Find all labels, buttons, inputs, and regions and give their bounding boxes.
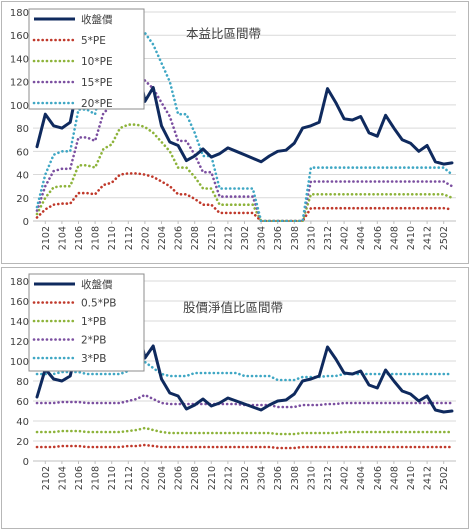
- x-tick-label-pb-2102: 2102: [41, 466, 52, 490]
- x-tick-label-pe-2302: 2302: [240, 226, 251, 250]
- x-tick-label-pb-2502: 2502: [439, 466, 450, 490]
- x-tick-label-pe-2208: 2208: [190, 226, 201, 250]
- x-tick-label-pe-2502: 2502: [439, 226, 450, 250]
- x-tick-label-pb-2306: 2306: [273, 466, 284, 490]
- y-tick-label-pe-80: 80: [16, 124, 29, 135]
- y-tick-label-pb-60: 60: [16, 397, 29, 408]
- legend-label-pe-0: 收盤價: [81, 13, 113, 26]
- x-tick-label-pe-2204: 2204: [157, 226, 168, 250]
- x-tick-label-pe-2108: 2108: [91, 226, 102, 250]
- y-tick-label-pe-180: 180: [10, 8, 29, 19]
- y-tick-label-pe-40: 40: [16, 171, 29, 182]
- x-tick-label-pe-2102: 2102: [41, 226, 52, 250]
- legend-label-pe-2: 10*PE: [81, 56, 113, 68]
- x-tick-label-pb-2410: 2410: [406, 466, 417, 490]
- series-line-pb-2: [35, 426, 454, 436]
- y-tick-label-pb-100: 100: [10, 357, 29, 368]
- x-tick-label-pe-2310: 2310: [306, 226, 317, 250]
- y-tick-label-pb-40: 40: [16, 417, 29, 428]
- legend-box-pe: [28, 8, 145, 110]
- x-tick-label-pb-2206: 2206: [174, 466, 185, 490]
- x-tick-label-pb-2210: 2210: [207, 466, 218, 490]
- x-tick-label-pb-2408: 2408: [389, 466, 400, 490]
- series-line-pb-1: [35, 443, 454, 450]
- x-tick-label-pb-2310: 2310: [306, 466, 317, 490]
- x-tick-label-pb-2212: 2212: [223, 466, 234, 490]
- y-tick-label-pb-120: 120: [10, 337, 29, 348]
- chart-title-pb: 股價淨值比區間帶: [183, 300, 283, 315]
- y-tick-label-pb-180: 180: [10, 277, 29, 288]
- x-tick-label-pb-2106: 2106: [74, 466, 85, 490]
- x-tick-label-pe-2410: 2410: [406, 226, 417, 250]
- series-line-pe-2: [35, 123, 454, 222]
- legend-label-pe-3: 15*PE: [81, 77, 113, 89]
- y-tick-label-pe-20: 20: [16, 194, 29, 205]
- series-line-pe-3: [35, 75, 454, 222]
- x-tick-label-pb-2404: 2404: [356, 466, 367, 490]
- x-tick-label-pe-2110: 2110: [107, 226, 118, 250]
- x-tick-label-pe-2106: 2106: [74, 226, 85, 250]
- y-tick-label-pe-0: 0: [23, 217, 29, 228]
- y-tick-label-pb-160: 160: [10, 297, 29, 308]
- pe-band-chart: 0 20 40 60 80 100 120 140 160 180 2102 2104 2106 2108…: [10, 8, 456, 250]
- x-tick-label-pe-2308: 2308: [290, 226, 301, 250]
- x-tick-label-pb-2104: 2104: [57, 466, 68, 490]
- x-tick-label-pb-2208: 2208: [190, 466, 201, 490]
- x-tick-label-pb-2202: 2202: [140, 466, 151, 490]
- legend-label-pb-2: 1*PB: [81, 316, 106, 328]
- x-tick-label-pb-2308: 2308: [290, 466, 301, 490]
- chart-title-pe: 本益比區間帶: [186, 26, 261, 41]
- x-tick-label-pe-2112: 2112: [124, 226, 135, 250]
- x-tick-label-pb-2412: 2412: [423, 466, 434, 490]
- x-tick-label-pe-2306: 2306: [273, 226, 284, 250]
- y-tick-label-pb-80: 80: [16, 377, 29, 388]
- y-tick-label-pb-140: 140: [10, 317, 29, 328]
- x-tick-label-pb-2312: 2312: [323, 466, 334, 490]
- x-tick-label-pb-2110: 2110: [107, 466, 118, 490]
- legend-label-pb-1: 0.5*PB: [81, 298, 116, 310]
- x-tick-label-pb-2108: 2108: [91, 466, 102, 490]
- series-line-pe-1: [35, 172, 454, 222]
- x-tick-label-pe-2104: 2104: [57, 226, 68, 250]
- x-tick-label-pe-2408: 2408: [389, 226, 400, 250]
- y-tick-label-pe-160: 160: [10, 31, 29, 42]
- legend-label-pb-4: 3*PB: [81, 353, 106, 365]
- x-tick-label-pe-2312: 2312: [323, 226, 334, 250]
- x-tick-label-pe-2402: 2402: [340, 226, 351, 250]
- x-tick-label-pe-2304: 2304: [257, 226, 268, 250]
- x-tick-label-pe-2210: 2210: [207, 226, 218, 250]
- x-tick-label-pb-2406: 2406: [373, 466, 384, 490]
- legend-label-pb-0: 收盤價: [81, 278, 113, 291]
- y-tick-label-pe-140: 140: [10, 54, 29, 65]
- pb-band-chart: 0 20 40 60 80 100 120 140 160 180 2102 2104 2106 2108…: [10, 273, 456, 490]
- x-tick-label-pb-2204: 2204: [157, 466, 168, 490]
- legend-label-pe-4: 20*PE: [81, 98, 113, 110]
- legend-box-pb: [28, 273, 145, 372]
- legend-label-pb-3: 2*PB: [81, 335, 106, 347]
- x-tick-label-pe-2206: 2206: [174, 226, 185, 250]
- y-tick-label-pe-60: 60: [16, 147, 29, 158]
- y-tick-label-pe-100: 100: [10, 101, 29, 112]
- x-tick-label-pb-2112: 2112: [124, 466, 135, 490]
- x-tick-label-pe-2412: 2412: [423, 226, 434, 250]
- x-tick-label-pe-2212: 2212: [223, 226, 234, 250]
- y-tick-label-pe-120: 120: [10, 78, 29, 89]
- x-tick-label-pe-2404: 2404: [356, 226, 367, 250]
- x-tick-label-pb-2304: 2304: [257, 466, 268, 490]
- x-tick-label-pb-2402: 2402: [340, 466, 351, 490]
- y-tick-label-pb-0: 0: [23, 457, 29, 468]
- x-tick-label-pe-2406: 2406: [373, 226, 384, 250]
- x-tick-label-pe-2202: 2202: [140, 226, 151, 250]
- y-tick-label-pb-20: 20: [16, 437, 29, 448]
- x-tick-label-pb-2302: 2302: [240, 466, 251, 490]
- legend-label-pe-1: 5*PE: [81, 35, 106, 47]
